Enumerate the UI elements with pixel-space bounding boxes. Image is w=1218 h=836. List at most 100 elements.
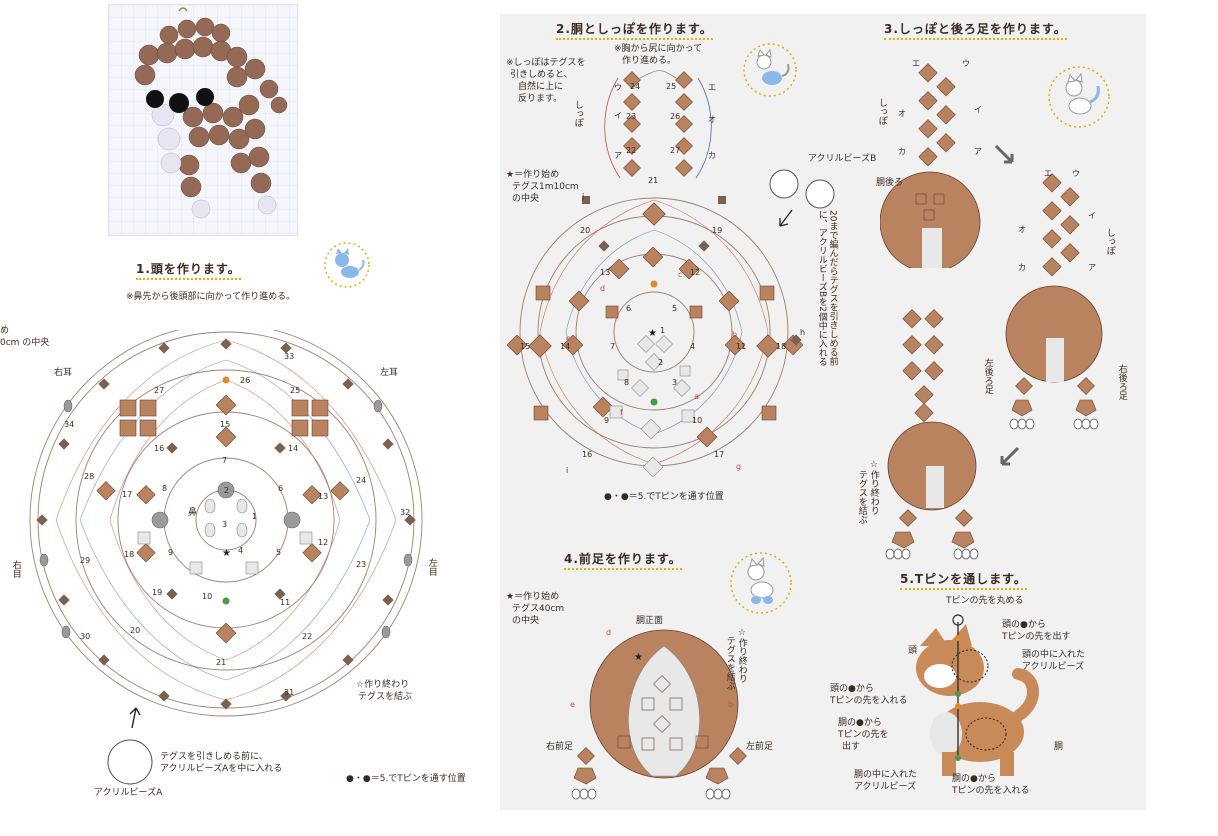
body-num-15: 15 (520, 342, 531, 351)
front-letter-d: d (606, 628, 612, 637)
body-num-8: 8 (624, 378, 630, 387)
head-num-32: 32 (400, 508, 411, 517)
left-ear-label: 左耳 (380, 368, 399, 378)
body-out-1: 胴の●から (838, 718, 882, 728)
head-in-1: 頭の●から (830, 684, 874, 694)
step4-end-note-1: ☆作り終わり (736, 628, 747, 683)
kana-e: エ (708, 83, 716, 92)
letter-h: h (800, 328, 806, 337)
step4-start-note-1: ★＝作り始め (506, 592, 560, 602)
arrow-icon-step3-b (1000, 446, 1020, 466)
tail-num-27: 27 (670, 146, 681, 155)
step3b-kana-e: エ (1044, 169, 1052, 178)
tail-hind-diagram-b (1005, 173, 1103, 430)
orange-dot (222, 376, 230, 384)
body-num-14: 14 (560, 342, 571, 351)
acrylic-bead-b-label: アクリルビーズB (808, 154, 877, 164)
step4-title: 4.前足を作ります。 (564, 550, 682, 570)
acrylic-bead-a-drawing (107, 707, 153, 785)
head-in-2: Tピンの先を入れる (830, 696, 908, 706)
tail-num-26: 26 (670, 112, 681, 121)
step1-bead-note-2: アクリルビーズAを中に入れる (160, 764, 283, 774)
letter-f: f (620, 408, 623, 417)
step1-start-a: め (0, 326, 10, 336)
step3-end-note-2: テグスを結ぶ (856, 470, 867, 524)
body-label: 胴 (1054, 742, 1064, 752)
head-bead-1: 頭の中に入れた (1022, 650, 1086, 660)
head-num-9: 9 (168, 548, 174, 557)
right-front-label: 右前足 (546, 742, 574, 752)
head-num-3: 3 (222, 520, 228, 529)
head-num-11: 11 (280, 598, 291, 607)
nose-label: 鼻 (188, 508, 198, 518)
body-num-1: 1 (660, 326, 666, 335)
pin-top-label: Tピンの先を丸める (946, 596, 1024, 606)
body-orange-dot (650, 280, 658, 288)
step1-tpin-note: ●・●＝5.でTピンを通す位置 (346, 774, 466, 784)
step3-title: 3.しっぽと後ろ足を作ります。 (884, 20, 1067, 40)
body-num-6: 6 (626, 304, 632, 313)
head-from-2: Tピンの先を出す (1002, 632, 1071, 642)
head-num-17: 17 (122, 490, 133, 499)
svg-text:★: ★ (222, 548, 231, 559)
body-num-12: 12 (690, 268, 701, 277)
tpin-assembly-diagram (916, 614, 1039, 776)
tail-hind-diagram-c (885, 309, 979, 560)
tail-note-4: 反ります。 (518, 94, 563, 104)
step3b-kana-u: ウ (1072, 169, 1080, 178)
body-num-20: 20 (580, 226, 591, 235)
head-num-10: 10 (202, 592, 213, 601)
body-num-3: 3 (672, 378, 678, 387)
kana-a: ア (614, 151, 622, 160)
body-num-13: 13 (600, 268, 611, 277)
body-num-10: 10 (692, 416, 703, 425)
step1-bead-note-1: テグスを引きしめる前に、 (160, 752, 268, 762)
head-num-29: 29 (80, 556, 91, 565)
step1-start-b: 0cm の中央 (0, 338, 50, 348)
step1-note: ※鼻先から後頭部に向かって作り進める。 (126, 292, 296, 302)
head-bead-2: アクリルビーズ (1022, 662, 1085, 672)
step3-kana-ka: カ (898, 147, 906, 156)
letter-b: b (732, 330, 738, 339)
head-num-31: 31 (284, 688, 295, 697)
body-back-label: 胴後ろ (876, 178, 904, 188)
head-num-19: 19 (152, 588, 163, 597)
head-num-21: 21 (216, 658, 227, 667)
body-num-18: 18 (776, 342, 787, 351)
kana-i: イ (614, 111, 622, 120)
head-num-13: 13 (318, 492, 329, 501)
head-num-5: 5 (276, 548, 282, 557)
tail-num-24: 24 (630, 82, 641, 91)
letter-g: g (736, 462, 742, 471)
head-num-2: 2 (224, 486, 230, 495)
body-out-3: 出す (842, 742, 861, 752)
head-num-8: 8 (162, 484, 168, 493)
letter-e: e (566, 334, 571, 343)
step2-start-note-2: テグス1m10cm (512, 182, 579, 192)
beaded-dog-photo (109, 5, 299, 237)
letter-i: i (566, 466, 569, 475)
step4-end-note-2: テグスを結ぶ (724, 636, 735, 690)
right-ear-label: 右耳 (54, 368, 73, 378)
kana-u: ウ (614, 83, 622, 92)
head-pattern-diagram: ★ (29, 330, 423, 717)
step4-start-note-3: の中央 (512, 616, 540, 626)
body-in-2: Tピンの先を入れる (952, 786, 1030, 796)
head-num-4: 4 (238, 546, 244, 555)
body-num-17: 17 (714, 450, 725, 459)
left-eye-bead (283, 511, 301, 529)
body-front-label: 胴正面 (636, 616, 664, 626)
step3-kana-u: ウ (962, 59, 970, 68)
front-leg-diagram: ★ (571, 629, 747, 800)
cat-icon-step4 (730, 552, 792, 614)
step3b-kana-o: オ (1018, 225, 1026, 234)
step3b-kana-i: イ (1088, 211, 1096, 220)
head-num-18: 18 (124, 550, 135, 559)
svg-text:★: ★ (634, 652, 643, 663)
head-num-1: 1 (252, 512, 258, 521)
letter-c: c (678, 270, 683, 279)
head-num-22: 22 (302, 632, 313, 641)
left-hind-label: 左後ろ足 (982, 358, 993, 394)
letter-a: a (694, 392, 699, 401)
step3-end-note-1: ☆作り終わり (868, 460, 879, 515)
